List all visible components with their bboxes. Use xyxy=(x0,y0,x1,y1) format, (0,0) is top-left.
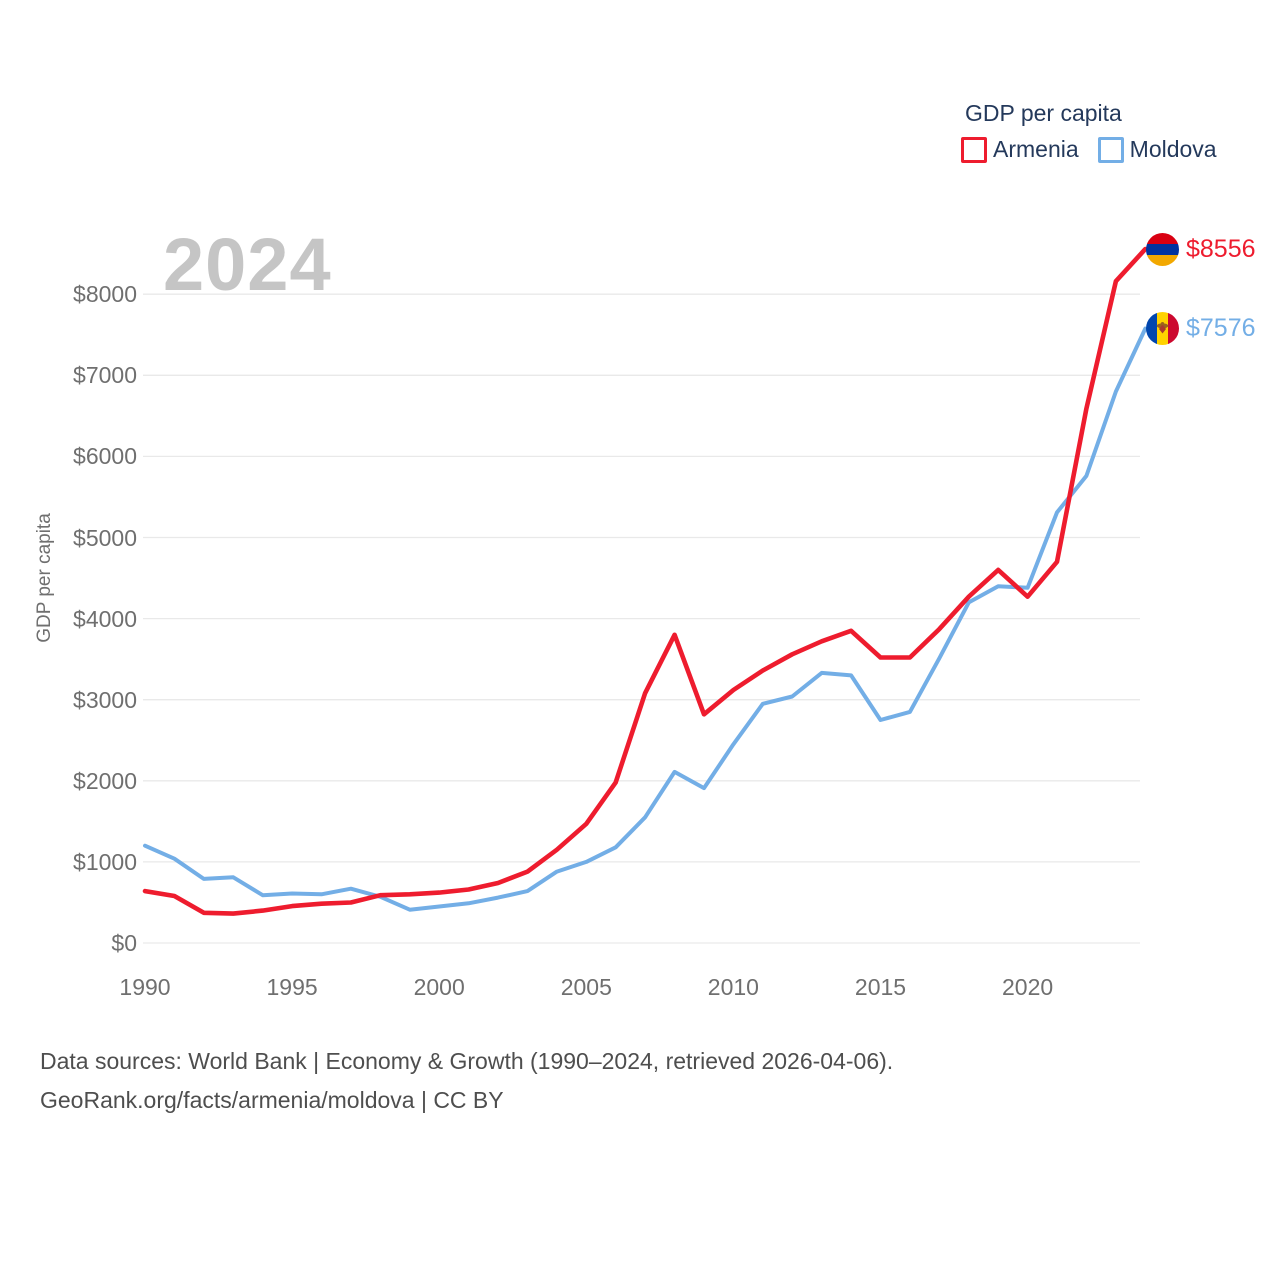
y-axis-tick-label: $2000 xyxy=(73,767,137,794)
legend-title: GDP per capita xyxy=(965,100,1122,126)
y-axis-tick-label: $8000 xyxy=(73,281,137,308)
x-axis-tick-label: 2005 xyxy=(560,974,612,1000)
moldova-swatch-icon xyxy=(1097,136,1124,163)
armenia-end-value: $8556 xyxy=(1186,234,1256,263)
y-axis-tick-label: $6000 xyxy=(73,443,137,470)
legend-row: Armenia Moldova xyxy=(961,136,1217,163)
end-label-armenia: $8556 xyxy=(1146,232,1256,266)
legend-item-armenia[interactable]: Armenia xyxy=(961,136,1079,163)
y-axis-tick-label: $1000 xyxy=(73,848,137,875)
x-axis-tick-label: 1995 xyxy=(266,974,318,1000)
end-label-moldova: $7576 xyxy=(1146,312,1256,346)
x-axis-tick-label: 2000 xyxy=(413,974,465,1000)
x-axis-tick-label: 2015 xyxy=(854,974,907,1000)
legend-label-moldova: Moldova xyxy=(1129,136,1217,162)
x-axis-tick-label: 2020 xyxy=(1002,974,1054,1000)
y-axis-tick-label: $4000 xyxy=(73,605,137,632)
footer: Data sources: World Bank | Economy & Gro… xyxy=(40,1042,893,1120)
legend-label-armenia: Armenia xyxy=(993,136,1079,162)
moldova-line[interactable] xyxy=(143,326,1148,912)
y-axis-tick-label: $7000 xyxy=(73,362,137,389)
watermark-year: 2024 xyxy=(163,223,332,306)
armenia-swatch-icon xyxy=(961,136,987,163)
y-axis-tick-label: $3000 xyxy=(73,686,137,713)
y-axis-tick-label: $5000 xyxy=(73,524,137,551)
footer-data-sources: Data sources: World Bank | Economy & Gro… xyxy=(40,1048,894,1074)
moldova-flag-icon xyxy=(1146,312,1179,346)
x-axis-tick-label: 1990 xyxy=(119,974,171,1000)
legend-item-moldova[interactable]: Moldova xyxy=(1097,136,1217,163)
moldova-end-value: $7576 xyxy=(1186,314,1256,343)
y-axis-tick-label: $0 xyxy=(111,930,137,956)
legend: GDP per capita Armenia Moldova xyxy=(961,100,1217,163)
armenia-flag-icon xyxy=(1146,232,1179,266)
x-axis-tick-label: 2010 xyxy=(707,974,759,1000)
armenia-line[interactable] xyxy=(142,246,1148,916)
footer-attribution: GeoRank.org/facts/armenia/moldova | CC B… xyxy=(40,1087,504,1113)
